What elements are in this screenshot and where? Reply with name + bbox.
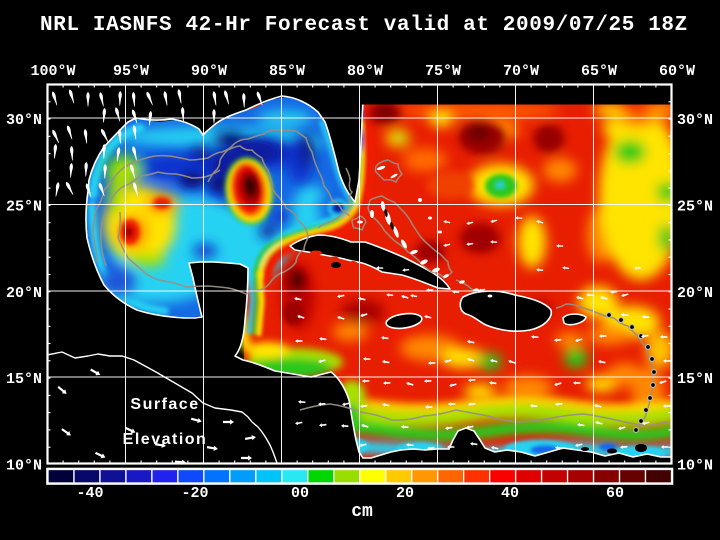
svg-text:15°N: 15°N bbox=[677, 371, 713, 388]
svg-text:Surface: Surface bbox=[130, 396, 199, 413]
svg-text:95°W: 95°W bbox=[113, 63, 149, 80]
svg-text:40: 40 bbox=[501, 485, 519, 502]
svg-text:NRL IASNFS 42-Hr Forecast val: NRL IASNFS 42-Hr Forecast valid at 2009/… bbox=[40, 14, 688, 37]
svg-text:25°N: 25°N bbox=[6, 199, 42, 216]
svg-text:cm: cm bbox=[351, 502, 373, 522]
svg-text:20: 20 bbox=[396, 485, 414, 502]
svg-text:85°W: 85°W bbox=[269, 63, 305, 80]
svg-text:60: 60 bbox=[606, 485, 624, 502]
svg-text:75°W: 75°W bbox=[425, 63, 461, 80]
svg-text:70°W: 70°W bbox=[503, 63, 539, 80]
svg-text:15°N: 15°N bbox=[6, 371, 42, 388]
svg-text:60°W: 60°W bbox=[659, 63, 695, 80]
svg-text:-40: -40 bbox=[76, 485, 103, 502]
svg-text:80°W: 80°W bbox=[347, 63, 383, 80]
svg-text:25°N: 25°N bbox=[677, 199, 713, 216]
svg-text:00: 00 bbox=[291, 485, 309, 502]
svg-text:20°N: 20°N bbox=[677, 285, 713, 302]
svg-text:-20: -20 bbox=[181, 485, 208, 502]
svg-text:10°N: 10°N bbox=[6, 458, 42, 475]
svg-text:10°N: 10°N bbox=[677, 458, 713, 475]
svg-text:65°W: 65°W bbox=[581, 63, 617, 80]
svg-text:Elevation: Elevation bbox=[123, 431, 208, 448]
svg-text:20°N: 20°N bbox=[6, 285, 42, 302]
svg-text:30°N: 30°N bbox=[677, 112, 713, 129]
svg-text:90°W: 90°W bbox=[191, 63, 227, 80]
svg-text:100°W: 100°W bbox=[30, 63, 75, 80]
svg-text:30°N: 30°N bbox=[6, 112, 42, 129]
